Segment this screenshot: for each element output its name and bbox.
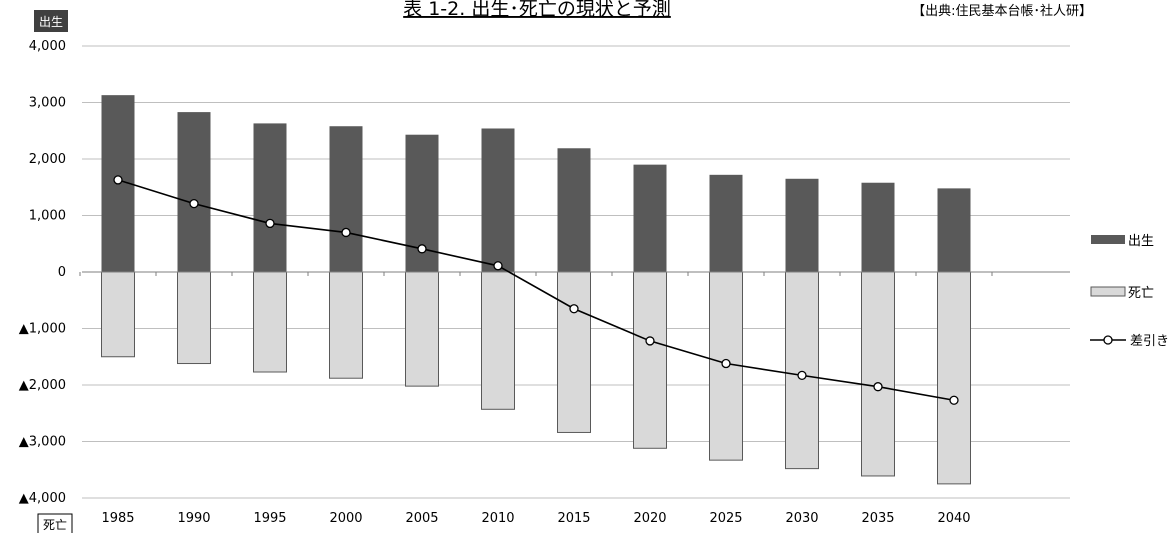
legend-label-deaths: 死亡 <box>1128 286 1154 301</box>
top-axis-tag-label: 出生 <box>39 15 63 29</box>
y-tick-label: ▲2,000 <box>19 378 66 393</box>
x-tick-label: 2000 <box>329 511 362 526</box>
births-bar <box>557 148 591 272</box>
legend: 出生 死亡 差引き <box>1090 234 1169 349</box>
legend-swatch-deaths <box>1090 286 1126 297</box>
zero-axis <box>79 271 1070 276</box>
deaths-bar <box>937 271 971 485</box>
legend-item-births: 出生 <box>1091 234 1154 249</box>
x-tick-label: 2040 <box>937 511 970 526</box>
legend-label-births: 出生 <box>1128 234 1154 249</box>
net-point <box>265 218 275 229</box>
net-point <box>417 244 427 254</box>
bottom-axis-tag-label: 死亡 <box>43 518 67 532</box>
chart-title: 表 1-2. 出生･死亡の現状と予測 <box>403 0 671 20</box>
x-tick-label: 2025 <box>709 511 742 526</box>
net-point <box>493 261 503 271</box>
net-point <box>949 395 959 405</box>
deaths-bar <box>785 271 819 470</box>
net-point <box>721 358 731 369</box>
net-point <box>341 227 351 238</box>
y-tick-label: 0 <box>58 265 66 280</box>
deaths-bar <box>405 271 439 387</box>
y-tick-label: ▲1,000 <box>19 322 66 337</box>
y-tick-label: 3,000 <box>29 96 66 111</box>
legend-swatch-births <box>1091 235 1125 244</box>
legend-marker-net <box>1103 335 1113 345</box>
births-bar <box>253 123 287 272</box>
deaths-bar <box>253 271 287 373</box>
legend-label-net: 差引き <box>1130 334 1169 349</box>
x-tick-label: 2035 <box>861 511 894 526</box>
y-tick-label: 2,000 <box>29 152 66 167</box>
net-point <box>645 336 655 346</box>
births-bar <box>329 126 363 272</box>
y-tick-label: ▲3,000 <box>19 435 66 450</box>
deaths-bar <box>557 271 591 433</box>
net-point <box>189 198 199 209</box>
net-series-line <box>117 179 955 402</box>
x-axis-ticks: 1985 1990 1995 2000 2005 2010 2015 2020 2025 2030… <box>101 511 970 526</box>
bottom-axis-tag: 死亡 <box>37 513 73 533</box>
x-tick-label: 1995 <box>253 511 286 526</box>
births-bar <box>709 174 743 272</box>
legend-item-net: 差引き <box>1090 334 1169 349</box>
births-bars <box>101 95 971 272</box>
deaths-bar <box>481 271 515 410</box>
source-note: 【出典:住民基本台帳･社人研】 <box>912 3 1092 19</box>
net-point <box>113 175 123 185</box>
x-tick-label: 2015 <box>557 511 590 526</box>
net-point <box>569 304 579 314</box>
y-axis-ticks: 4,000 3,000 2,000 1,000 0 ▲1,000 ▲2,000 ▲3,000 ▲… <box>19 39 66 506</box>
deaths-bar <box>329 271 363 379</box>
births-bar <box>937 188 971 272</box>
births-bar <box>861 182 895 272</box>
deaths-bar <box>177 271 211 365</box>
deaths-bar <box>101 271 135 358</box>
y-tick-label: 1,000 <box>29 209 66 224</box>
births-bar <box>633 164 667 272</box>
top-axis-tag: 出生 <box>34 10 68 32</box>
x-tick-label: 1990 <box>177 511 210 526</box>
x-tick-label: 2020 <box>633 511 666 526</box>
legend-item-deaths: 死亡 <box>1090 286 1154 301</box>
births-bar <box>481 128 515 272</box>
deaths-bar <box>861 271 895 477</box>
deaths-bar <box>633 271 667 449</box>
births-bar <box>785 178 819 272</box>
y-tick-label: ▲4,000 <box>19 491 66 506</box>
net-point <box>873 382 883 392</box>
births-bar <box>177 112 211 272</box>
x-tick-label: 2030 <box>785 511 818 526</box>
x-tick-label: 2005 <box>405 511 438 526</box>
net-point <box>797 370 807 381</box>
y-tick-label: 4,000 <box>29 39 66 54</box>
x-tick-label: 2010 <box>481 511 514 526</box>
x-tick-label: 1985 <box>101 511 134 526</box>
deaths-bars <box>101 271 971 485</box>
net-line <box>113 175 959 405</box>
